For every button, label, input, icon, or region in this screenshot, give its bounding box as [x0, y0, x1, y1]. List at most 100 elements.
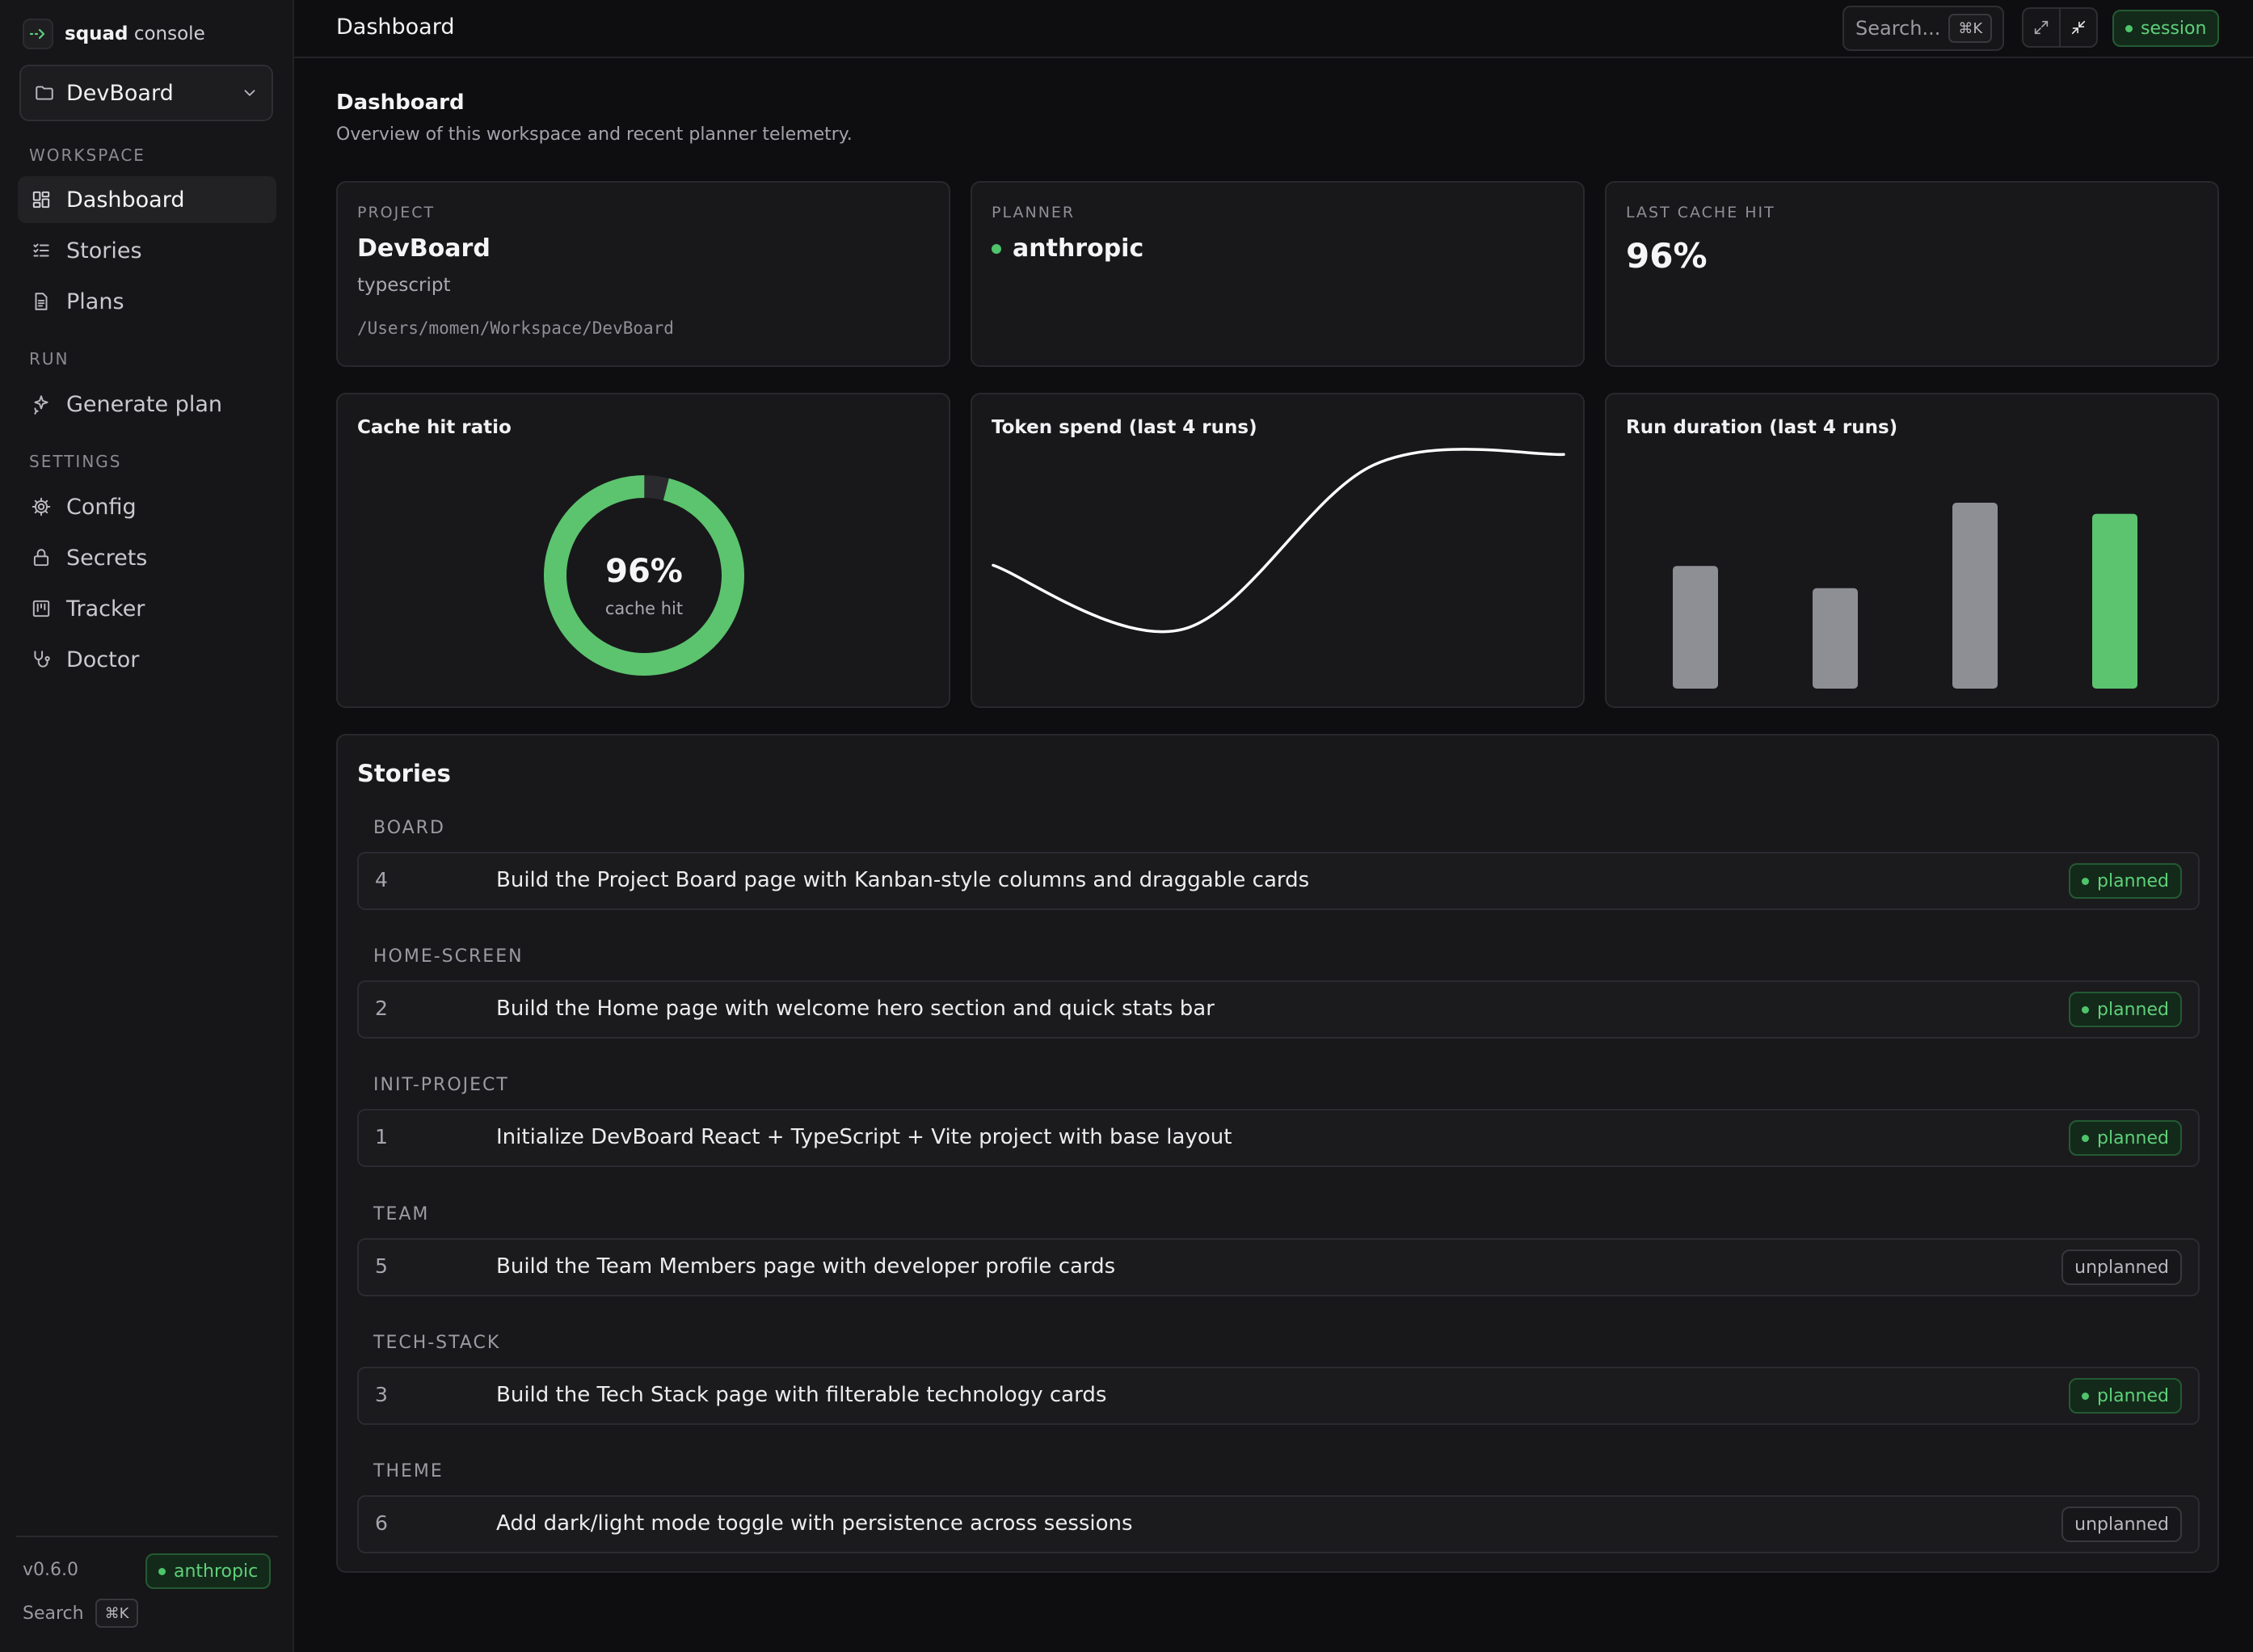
story-row[interactable]: 3 Build the Tech Stack page with filtera… — [357, 1367, 2200, 1425]
sidebar-item-label: Stories — [66, 238, 142, 263]
story-group-label: TECH-STACK — [373, 1333, 501, 1353]
sidebar-item-label: Config — [66, 494, 137, 520]
nav-section-settings: SETTINGS — [29, 452, 122, 471]
sidebar-item-label: Doctor — [66, 647, 140, 672]
story-row[interactable]: 2 Build the Home page with welcome hero … — [357, 980, 2200, 1039]
brand[interactable]: squad console — [23, 16, 205, 52]
page-subtitle: Overview of this workspace and recent pl… — [336, 124, 853, 145]
story-title: Initialize DevBoard React + TypeScript +… — [496, 1125, 1232, 1149]
story-group-label: THEME — [373, 1461, 444, 1481]
project-card: PROJECT DevBoard typescript /Users/momen… — [336, 181, 950, 367]
dashboard-icon — [32, 191, 50, 209]
search-kbd: ⌘K — [1948, 14, 1993, 43]
view-toggle-group — [2022, 7, 2098, 48]
story-title: Build the Team Members page with develop… — [496, 1254, 1116, 1279]
story-id: 2 — [375, 997, 388, 1020]
topbar-title: Dashboard — [336, 15, 455, 40]
project-selector[interactable]: DevBoard — [19, 65, 273, 121]
list-icon — [33, 243, 49, 257]
sidebar-search-shortcut[interactable]: Search ⌘K — [23, 1599, 139, 1628]
expand-icon — [2034, 20, 2049, 35]
cache-card: LAST CACHE HIT 96% — [1605, 181, 2219, 367]
status-badge: planned — [2069, 992, 2182, 1027]
sidebar-item-secrets[interactable]: Secrets — [18, 534, 276, 581]
status-badge: planned — [2069, 1378, 2182, 1414]
story-title: Add dark/light mode toggle with persiste… — [496, 1511, 1133, 1536]
donut-center-value: 96% — [605, 553, 683, 590]
story-title: Build the Project Board page with Kanban… — [496, 868, 1310, 892]
status-dot-icon — [2082, 1134, 2090, 1142]
story-title: Build the Tech Stack page with filterabl… — [496, 1383, 1107, 1407]
page-title: Dashboard — [336, 91, 465, 115]
nav-section-run: RUN — [29, 349, 69, 369]
session-badge-label: session — [2141, 18, 2207, 39]
status-dot-icon — [2125, 24, 2133, 32]
topbar: Dashboard Search... ⌘K session — [294, 0, 2253, 58]
provider-badge-label: anthropic — [174, 1561, 259, 1582]
sidebar-item-stories[interactable]: Stories — [18, 227, 276, 274]
gear-icon — [32, 497, 51, 516]
sparkle-icon — [34, 395, 48, 415]
sidebar-divider — [16, 1536, 278, 1537]
donut-center-label: cache hit — [605, 599, 683, 618]
search-input[interactable]: Search... ⌘K — [1842, 6, 2004, 51]
collapse-button[interactable] — [2059, 9, 2096, 46]
lock-icon — [33, 549, 49, 567]
planner-value: anthropic — [992, 234, 1143, 263]
sidebar-item-dashboard[interactable]: Dashboard — [18, 176, 276, 223]
story-row[interactable]: 5 Build the Team Members page with devel… — [357, 1238, 2200, 1296]
collapse-icon — [2071, 20, 2086, 35]
status-dot-icon — [2082, 877, 2090, 885]
stories-panel: Stories BOARD 4 Build the Project Board … — [336, 734, 2219, 1573]
planner-card-label: PLANNER — [992, 204, 1076, 221]
story-group-label: HOME-SCREEN — [373, 946, 524, 967]
story-group-label: BOARD — [373, 818, 445, 838]
folder-icon — [36, 86, 53, 100]
donut-slice-cache-hit — [544, 475, 744, 676]
status-badge-label: planned — [2097, 1385, 2169, 1406]
story-row[interactable]: 1 Initialize DevBoard React + TypeScript… — [357, 1109, 2200, 1167]
sidebar-item-label: Plans — [66, 289, 124, 314]
run-duration-chart — [1673, 503, 2137, 689]
brand-logo-icon — [23, 19, 53, 49]
brand-name: squad console — [65, 23, 205, 44]
sidebar-item-plans[interactable]: Plans — [18, 278, 276, 325]
status-badge-label: unplanned — [2074, 1514, 2169, 1535]
run-duration-bar-1 — [1673, 566, 1718, 689]
sidebar-item-label: Tracker — [66, 596, 145, 622]
cache-ratio-chart: 96% cache hit — [544, 475, 744, 676]
story-id: 3 — [375, 1383, 388, 1406]
sidebar-item-tracker[interactable]: Tracker — [18, 585, 276, 632]
status-badge-label: planned — [2097, 999, 2169, 1020]
document-icon — [35, 293, 48, 310]
status-dot-icon — [992, 243, 1001, 254]
story-id: 6 — [375, 1511, 388, 1535]
sidebar-item-label: Generate plan — [66, 391, 222, 417]
planner-card: PLANNER anthropic — [971, 181, 1585, 367]
status-badge: unplanned — [2061, 1507, 2182, 1542]
run-duration-title: Run duration (last 4 runs) — [1626, 417, 1898, 438]
project-language: typescript — [357, 275, 451, 296]
sidebar-search-kbd: ⌘K — [95, 1599, 139, 1628]
app-version: v0.6.0 — [23, 1560, 78, 1580]
story-group-label: TEAM — [373, 1204, 430, 1224]
stories-title: Stories — [357, 760, 451, 787]
token-spend-title: Token spend (last 4 runs) — [992, 417, 1257, 438]
story-title: Build the Home page with welcome hero se… — [496, 997, 1215, 1021]
cache-card-label: LAST CACHE HIT — [1626, 204, 1775, 221]
status-badge: unplanned — [2061, 1250, 2182, 1285]
run-duration-bar-4 — [2092, 513, 2137, 689]
sidebar-item-config[interactable]: Config — [18, 483, 276, 530]
story-row[interactable]: 6 Add dark/light mode toggle with persis… — [357, 1495, 2200, 1553]
status-badge-label: unplanned — [2074, 1257, 2169, 1278]
sidebar-item-doctor[interactable]: Doctor — [18, 636, 276, 683]
sidebar-item-generate-plan[interactable]: Generate plan — [18, 381, 276, 428]
sidebar-item-label: Dashboard — [66, 187, 185, 213]
story-row[interactable]: 4 Build the Project Board page with Kanb… — [357, 852, 2200, 910]
project-selector-value: DevBoard — [66, 80, 174, 106]
token-spend-card: Token spend (last 4 runs) — [971, 393, 1585, 708]
expand-button[interactable] — [2023, 9, 2059, 46]
sidebar: squad console DevBoard WORKSPACE Dashboa… — [0, 0, 294, 1652]
stethoscope-icon — [34, 651, 50, 668]
status-dot-icon — [2082, 1392, 2090, 1400]
